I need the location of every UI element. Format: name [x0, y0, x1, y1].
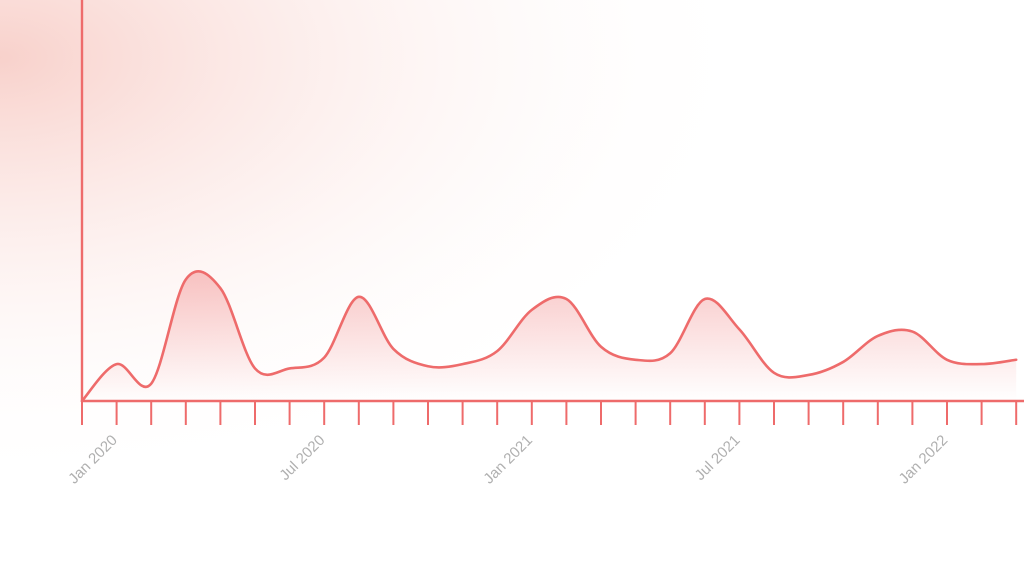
series-line: [80, 270, 1018, 402]
series-area: [82, 271, 1017, 401]
